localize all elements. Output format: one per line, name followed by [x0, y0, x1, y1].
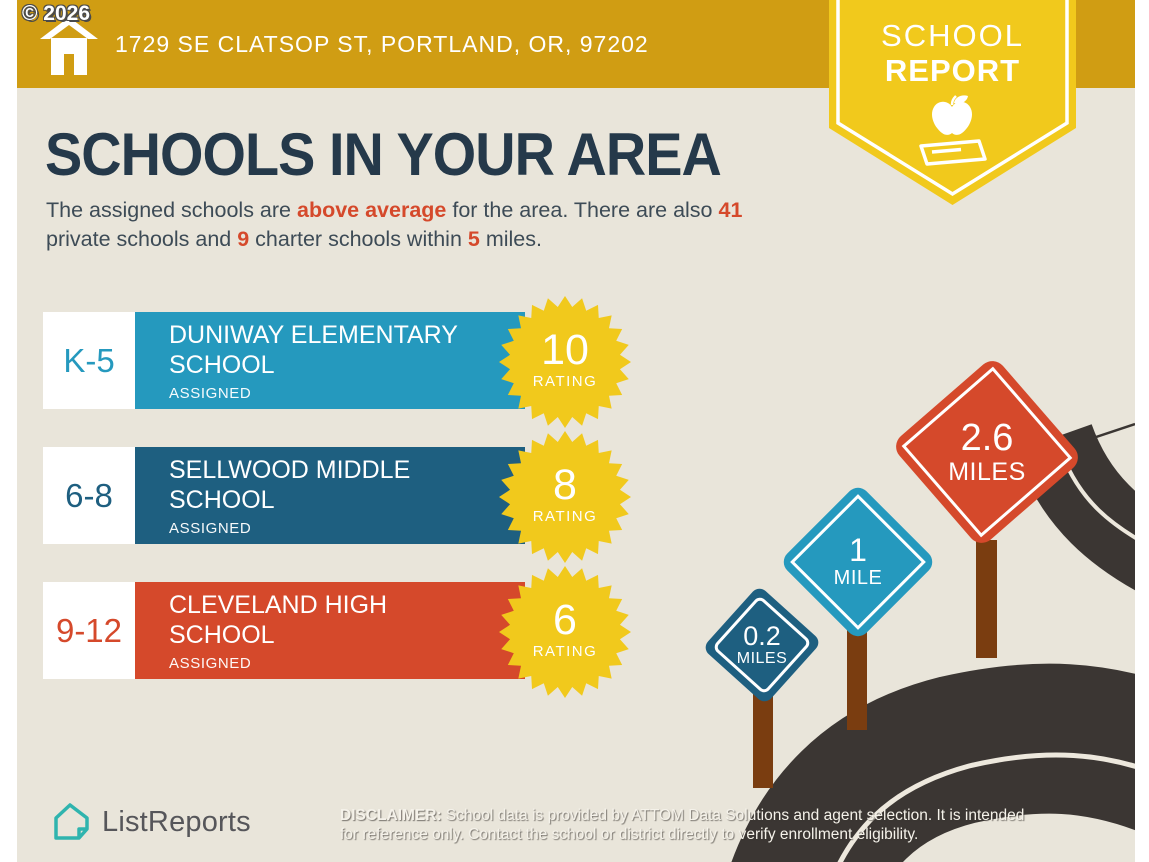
school-row-elementary: K-5 DUNIWAY ELEMENTARY SCHOOL ASSIGNED	[43, 312, 525, 409]
starburst-icon	[499, 296, 631, 428]
rating-value: 8	[553, 461, 577, 509]
school-bar: DUNIWAY ELEMENTARY SCHOOL ASSIGNED	[135, 312, 525, 409]
disclaimer-text: DISCLAIMER: School data is provided by A…	[340, 806, 1040, 844]
rating-value: 6	[553, 596, 577, 644]
apple-icon	[931, 95, 973, 135]
school-bar: SELLWOOD MIDDLE SCHOOL ASSIGNED	[135, 447, 525, 544]
distance-value: 1	[849, 532, 867, 568]
house-icon	[40, 17, 98, 75]
ribbon-title: SCHOOL REPORT	[829, 18, 1076, 88]
road-lower-band	[732, 663, 1135, 862]
rating-text: 8 RATING	[499, 428, 631, 560]
listreports-house-icon	[54, 803, 89, 840]
rating-starburst: 8 RATING	[499, 431, 631, 563]
listreports-wordmark: ListReports	[102, 805, 251, 838]
rating-label: RATING	[532, 508, 598, 525]
rating-label: RATING	[532, 373, 598, 390]
grade-range-box: K-5	[43, 312, 135, 409]
rating-text: 10 RATING	[499, 293, 631, 425]
school-report-page: 1729 SE CLATSOP ST, PORTLAND, OR, 97202 …	[17, 0, 1135, 862]
rating-text: 6 RATING	[499, 563, 631, 695]
intro-paragraph: The assigned schools are above average f…	[46, 198, 743, 251]
grade-range-label: 9-12	[55, 611, 123, 649]
distance-value: 0.2	[743, 621, 781, 651]
school-bar: CLEVELAND HIGH SCHOOL ASSIGNED	[135, 582, 525, 679]
school-row-middle: 6-8 SELLWOOD MIDDLE SCHOOL ASSIGNED	[43, 447, 525, 544]
school-status: ASSIGNED	[169, 384, 252, 402]
distance-sign-1-mile: 1 MILE	[778, 482, 938, 642]
road-edge-line-lower	[837, 752, 1135, 862]
disclaimer-body: School data is provided by ATTOM Data So…	[340, 807, 1025, 843]
starburst-icon	[499, 431, 631, 563]
distance-unit: MILES	[948, 457, 1026, 486]
grade-range-box: 9-12	[43, 582, 135, 679]
ribbon-title-line1: SCHOOL	[881, 18, 1024, 53]
copyright-watermark: © 2026	[22, 2, 91, 25]
school-report-ribbon: SCHOOL REPORT	[829, 0, 1076, 206]
grade-range-label: 6-8	[65, 476, 113, 514]
listreports-logo: ListReports	[48, 800, 251, 844]
school-status: ASSIGNED	[169, 654, 252, 672]
rating-starburst: 6 RATING	[499, 566, 631, 698]
rating-label: RATING	[532, 643, 598, 660]
distance-value: 2.6	[960, 416, 1014, 459]
rating-value: 10	[541, 326, 589, 374]
school-name: SELLWOOD MIDDLE SCHOOL	[169, 455, 411, 514]
sign-text: 0.2 MILES	[702, 585, 822, 705]
page-title: SCHOOLS IN YOUR AREA	[45, 121, 722, 188]
ribbon-title-line2: REPORT	[884, 53, 1021, 88]
book-icon	[919, 139, 987, 166]
rating-starburst: 10 RATING	[499, 296, 631, 428]
grade-range-box: 6-8	[43, 447, 135, 544]
sign-post	[976, 540, 997, 658]
distance-sign-2-6-miles: 2.6 MILES	[890, 355, 1084, 549]
sign-text: 1 MILE	[779, 483, 937, 641]
school-status: ASSIGNED	[169, 519, 252, 537]
property-address: 1729 SE CLATSOP ST, PORTLAND, OR, 97202	[115, 30, 649, 57]
school-row-high: 9-12 CLEVELAND HIGH SCHOOL ASSIGNED	[43, 582, 525, 679]
sign-post	[847, 630, 867, 730]
disclaimer-label: DISCLAIMER:	[340, 807, 442, 824]
school-name: CLEVELAND HIGH SCHOOL	[169, 590, 388, 649]
sign-post	[753, 688, 773, 788]
school-name: DUNIWAY ELEMENTARY SCHOOL	[169, 320, 458, 379]
distance-unit: MILES	[736, 650, 788, 667]
sign-text: 2.6 MILES	[890, 355, 1084, 549]
grade-range-label: K-5	[63, 341, 115, 379]
distance-sign-0-2-miles: 0.2 MILES	[701, 584, 823, 706]
distance-unit: MILE	[833, 567, 883, 589]
starburst-icon	[499, 566, 631, 698]
